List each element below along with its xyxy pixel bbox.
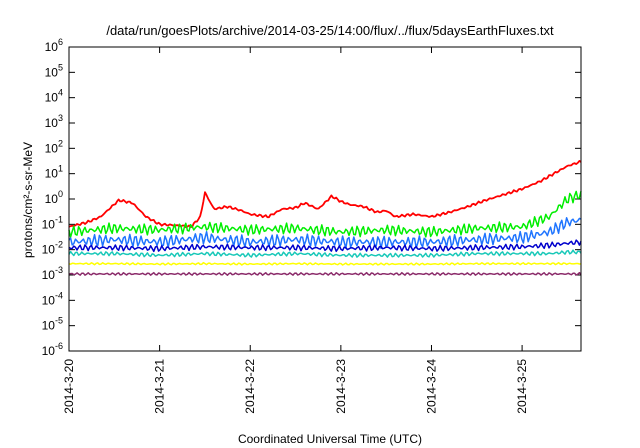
- x-axis: 2014-3-20 2014-3-21 2014-3-22 2014-3-23 2014…: [62, 47, 529, 414]
- x-tick-label: 2014-3-22: [243, 359, 257, 414]
- y-tick-label: 102: [45, 138, 63, 155]
- series-group: [68, 160, 582, 276]
- x-tick-label: 2014-3-24: [424, 359, 438, 414]
- series-line-6: [68, 261, 582, 266]
- series-line-7: [68, 271, 582, 276]
- y-tick-label: 10-5: [42, 316, 63, 333]
- x-axis-label: Coordinated Universal Time (UTC): [238, 432, 422, 446]
- y-tick-label: 10-3: [42, 265, 63, 282]
- y-axis-label: protons/cm²-s-sr-MeV: [21, 142, 35, 258]
- y-tick-label: 10-2: [42, 240, 63, 257]
- y-tick-label: 101: [45, 164, 63, 181]
- series-line-4: [68, 239, 582, 253]
- series-line-3: [68, 217, 582, 250]
- x-tick-label: 2014-3-25: [515, 359, 529, 414]
- y-tick-label: 10-1: [42, 214, 63, 231]
- y-tick-label: 100: [45, 189, 63, 206]
- y-tick-label: 106: [45, 37, 63, 54]
- series-line-1: [68, 160, 582, 229]
- series-line-2: [68, 190, 582, 238]
- x-tick-label: 2014-3-23: [334, 359, 348, 414]
- y-axis: 10-6 10-5 10-4 10-3 10-2 10-1 100 101 102 103 104 1…: [42, 37, 581, 358]
- y-tick-label: 104: [45, 88, 63, 105]
- y-tick-label: 10-6: [42, 341, 63, 358]
- y-tick-label: 105: [45, 62, 63, 79]
- y-tick-label: 103: [45, 113, 63, 130]
- x-tick-label: 2014-3-20: [62, 359, 76, 414]
- series-line-5: [68, 249, 582, 258]
- y-tick-label: 10-4: [42, 290, 63, 307]
- plot-frame: [68, 46, 582, 352]
- chart-title: /data/run/goesPlots/archive/2014-03-25/1…: [106, 23, 554, 38]
- x-tick-label: 2014-3-21: [153, 359, 167, 414]
